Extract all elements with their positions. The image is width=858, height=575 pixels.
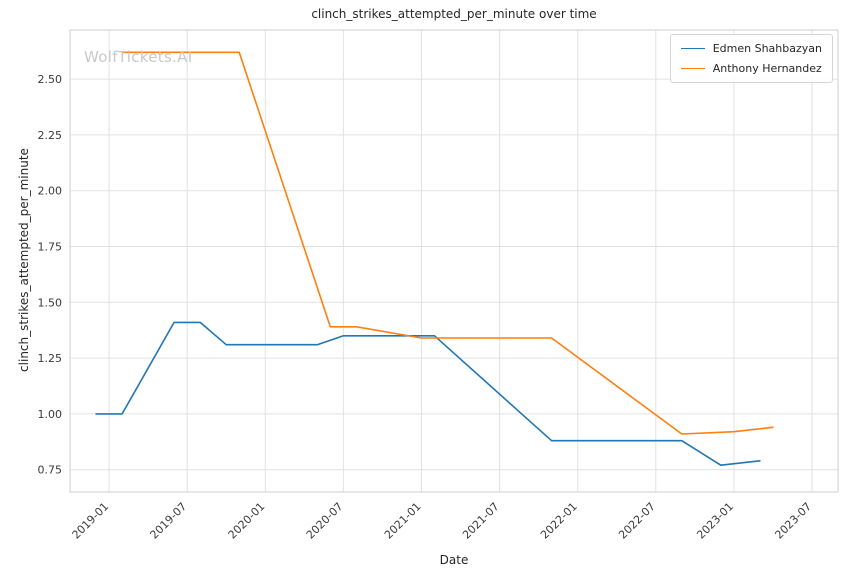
- y-tick-label: 2.25: [38, 129, 63, 142]
- y-tick-label: 1.25: [38, 352, 63, 365]
- legend: Edmen Shahbazyan Anthony Hernandez: [669, 34, 833, 83]
- watermark-text: WolfTickets.AI: [84, 48, 193, 66]
- y-axis-label: clinch_strikes_attempted_per_minute: [17, 148, 31, 372]
- x-tick-label: 2019-07: [148, 500, 190, 542]
- legend-label: Edmen Shahbazyan: [712, 42, 822, 55]
- legend-item-anthony-hernandez: Anthony Hernandez: [680, 62, 822, 75]
- y-tick-label: 1.75: [38, 241, 63, 254]
- x-tick-label: 2021-07: [460, 500, 502, 542]
- x-tick-label: 2023-07: [772, 500, 814, 542]
- y-tick-label: 1.50: [38, 296, 63, 309]
- x-axis-label: Date: [439, 553, 469, 567]
- plot-border: [69, 29, 839, 493]
- x-tick-label: 2023-01: [694, 500, 736, 542]
- legend-line-swatch-orange: [680, 68, 705, 69]
- x-tick-label: 2020-01: [226, 500, 268, 542]
- x-tick-label: 2022-01: [538, 500, 580, 542]
- y-tick-label: 2.50: [38, 73, 63, 86]
- legend-item-edmen-shahbazyan: Edmen Shahbazyan: [680, 42, 822, 55]
- series-line: [121, 51, 774, 435]
- series-line: [95, 321, 761, 467]
- x-tick-label: 2019-01: [70, 500, 112, 542]
- y-tick-label: 1.00: [38, 408, 63, 421]
- y-tick-label: 2.00: [38, 185, 63, 198]
- legend-label: Anthony Hernandez: [712, 62, 822, 75]
- x-tick-label: 2021-01: [382, 500, 424, 542]
- y-tick-label: 0.75: [38, 464, 63, 477]
- legend-line-swatch-blue: [680, 48, 705, 49]
- x-tick-label: 2020-07: [304, 500, 346, 542]
- chart-title: clinch_strikes_attempted_per_minute over…: [311, 7, 597, 21]
- x-tick-label: 2022-07: [616, 500, 658, 542]
